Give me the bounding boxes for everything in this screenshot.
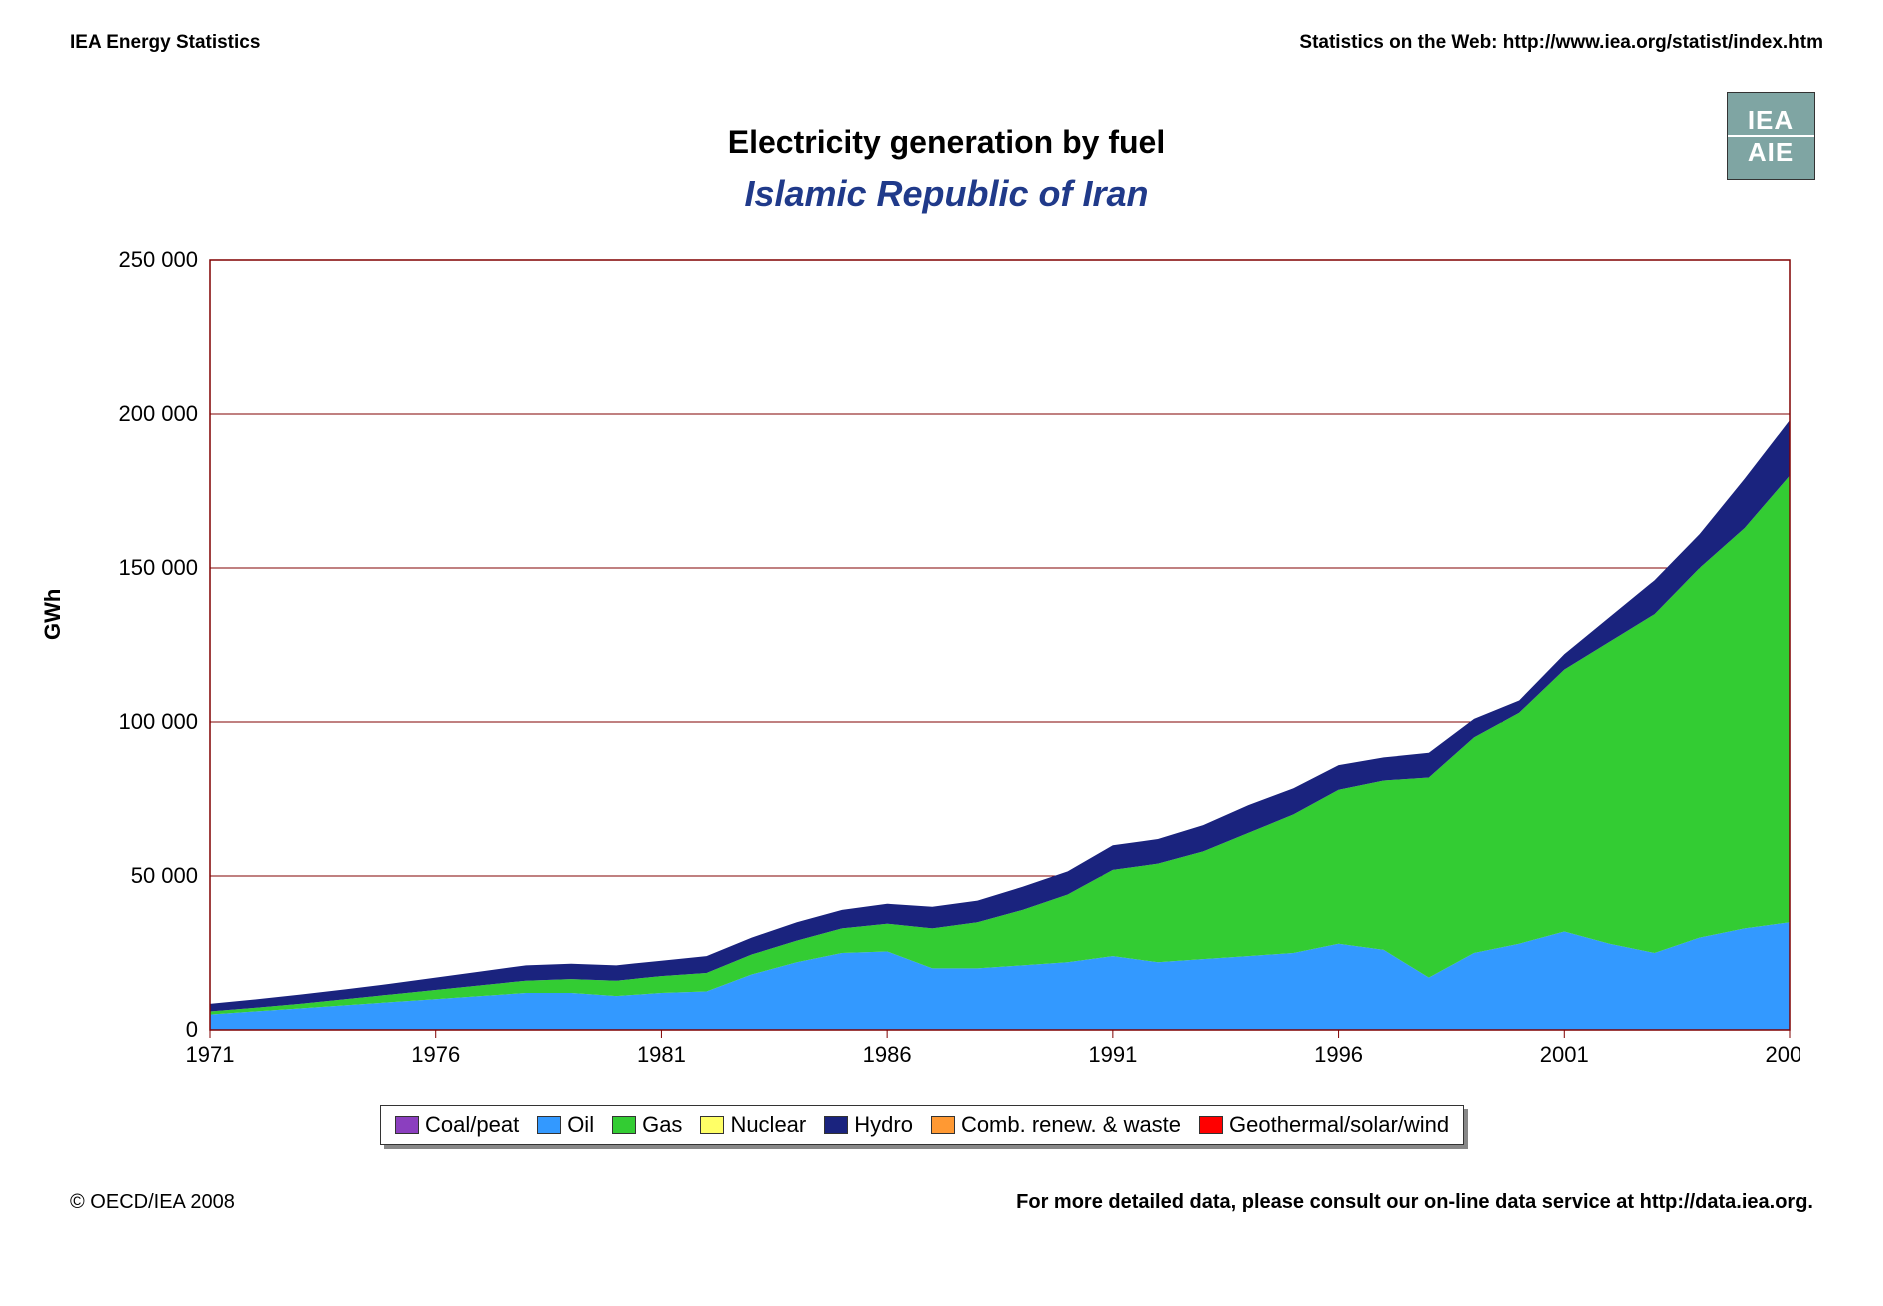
header-left: IEA Energy Statistics — [70, 32, 260, 54]
svg-text:150 000: 150 000 — [118, 555, 198, 580]
legend-label: Geothermal/solar/wind — [1229, 1112, 1449, 1138]
svg-text:0: 0 — [186, 1017, 198, 1042]
legend-item: Coal/peat — [395, 1112, 519, 1138]
svg-text:1976: 1976 — [411, 1042, 460, 1067]
legend-item: Hydro — [824, 1112, 913, 1138]
footer-copyright: © OECD/IEA 2008 — [70, 1191, 235, 1214]
legend-item: Geothermal/solar/wind — [1199, 1112, 1449, 1138]
legend-swatch — [824, 1116, 848, 1134]
legend-label: Gas — [642, 1112, 682, 1138]
legend-swatch — [395, 1116, 419, 1134]
legend-label: Hydro — [854, 1112, 913, 1138]
page: IEA Energy Statistics Statistics on the … — [0, 0, 1883, 1306]
iea-logo: IEA AIE — [1727, 92, 1815, 180]
svg-text:200 000: 200 000 — [118, 401, 198, 426]
legend-label: Oil — [567, 1112, 594, 1138]
svg-text:100 000: 100 000 — [118, 709, 198, 734]
legend-swatch — [1199, 1116, 1223, 1134]
chart-subtitle: Islamic Republic of Iran — [70, 173, 1823, 215]
svg-text:1981: 1981 — [637, 1042, 686, 1067]
legend-swatch — [537, 1116, 561, 1134]
legend-label: Nuclear — [730, 1112, 806, 1138]
legend-label: Comb. renew. & waste — [961, 1112, 1181, 1138]
legend-swatch — [931, 1116, 955, 1134]
legend-swatch — [612, 1116, 636, 1134]
logo-bottom: AIE — [1748, 139, 1794, 165]
chart-title: Electricity generation by fuel — [70, 124, 1823, 161]
stacked-area-chart: 0 50 000 100 000 150 000 200 000 250 000 1971 1… — [100, 250, 1800, 1080]
title-block: Electricity generation by fuel Islamic R… — [70, 124, 1823, 215]
chart-area: 0 50 000 100 000 150 000 200 000 250 000 1971 1… — [100, 250, 1800, 1080]
top-bar: IEA Energy Statistics Statistics on the … — [70, 32, 1823, 54]
legend-label: Coal/peat — [425, 1112, 519, 1138]
svg-text:1971: 1971 — [186, 1042, 235, 1067]
legend-item: Gas — [612, 1112, 682, 1138]
legend: Coal/peat Oil Gas Nuclear Hydro Comb. renew. … — [380, 1105, 1464, 1145]
y-axis-label: GWh — [40, 589, 66, 640]
legend-swatch — [700, 1116, 724, 1134]
header-right: Statistics on the Web: http://www.iea.or… — [1299, 32, 1823, 54]
legend-item: Comb. renew. & waste — [931, 1112, 1181, 1138]
legend-item: Oil — [537, 1112, 594, 1138]
svg-text:250 000: 250 000 — [118, 250, 198, 272]
svg-text:2001: 2001 — [1540, 1042, 1589, 1067]
footer-datalink: For more detailed data, please consult o… — [1016, 1191, 1813, 1214]
legend-item: Nuclear — [700, 1112, 806, 1138]
svg-text:1996: 1996 — [1314, 1042, 1363, 1067]
svg-text:1991: 1991 — [1088, 1042, 1137, 1067]
svg-text:2006: 2006 — [1766, 1042, 1800, 1067]
svg-text:1986: 1986 — [863, 1042, 912, 1067]
logo-top: IEA — [1748, 107, 1794, 133]
svg-text:50 000: 50 000 — [131, 863, 198, 888]
